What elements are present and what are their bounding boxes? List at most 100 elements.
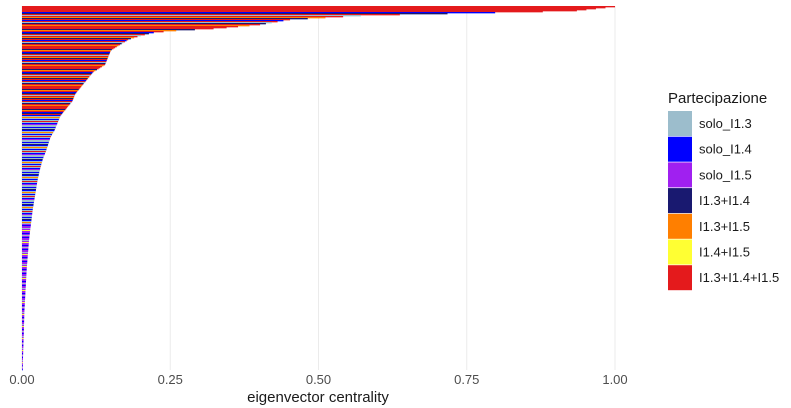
bar [22,127,56,129]
bar [22,226,31,228]
bar [22,195,36,197]
bar [22,135,52,137]
bar [22,288,26,290]
bar [22,76,90,78]
bar [22,237,30,239]
bar [22,105,69,107]
bar [22,174,39,176]
bar [22,352,24,354]
bar [22,298,26,300]
bar [22,102,72,104]
bar [22,96,75,98]
bar [22,159,43,161]
bar [22,207,34,209]
bar [22,241,29,243]
bar [22,345,24,347]
bar [22,107,67,109]
bar [22,275,27,277]
bar [22,320,25,322]
legend-label: I1.4+I1.5 [699,245,750,260]
bar [22,204,34,206]
bar [22,77,89,79]
bar [22,33,149,35]
bar [22,113,63,115]
bar [22,98,74,100]
bar [22,212,33,214]
bar [22,22,272,24]
bar [22,270,27,272]
bar [22,354,24,356]
bar [22,265,27,267]
bar [22,290,26,292]
bar [22,15,361,17]
bar [22,9,587,11]
bar [22,192,36,194]
bar [22,355,24,357]
legend-label: solo_I1.4 [699,142,752,157]
bar [22,215,32,217]
bar [22,217,32,219]
bar [22,61,107,63]
bar [22,216,32,218]
bar [22,293,26,295]
bar [22,287,26,289]
bar [22,118,60,120]
bar [22,134,52,136]
bar [22,315,25,317]
bar [22,258,28,260]
bar [22,339,24,341]
legend-key [668,213,692,239]
bar [22,93,76,95]
bar [22,333,24,335]
bar [22,86,82,88]
bar [22,74,91,76]
bar [22,44,121,46]
bar [22,228,31,230]
bar [22,366,23,368]
bar [22,114,62,116]
bar [22,88,80,90]
bar [22,334,24,336]
bar [22,343,24,345]
bar [22,276,27,278]
bar [22,167,41,169]
bar [22,197,35,199]
bar [22,303,25,305]
bar [22,136,51,138]
bar [22,177,39,179]
bar [22,13,448,15]
bar [22,198,35,200]
bar [22,100,73,102]
bar [22,300,25,302]
bar [22,309,25,311]
bar [22,194,36,196]
bar [22,108,67,110]
bar [22,292,26,294]
bar [22,132,54,134]
bar [22,131,54,133]
bar [22,164,42,166]
bar [22,314,25,316]
bar [22,28,214,30]
bar [22,263,28,265]
bar [22,337,24,339]
bar [22,38,131,40]
bar [22,257,28,259]
bar [22,146,48,148]
bar [22,11,543,13]
bar [22,252,28,254]
bar [22,139,50,141]
bar [22,297,26,299]
bar [22,39,129,41]
bar [22,24,261,26]
bar [22,332,24,334]
bar [22,180,38,182]
bar [22,225,31,227]
bar [22,259,28,261]
bar [22,116,61,118]
bar [22,302,25,304]
bar [22,234,30,236]
bar [22,6,615,8]
bar [22,289,26,291]
bar [22,112,63,114]
